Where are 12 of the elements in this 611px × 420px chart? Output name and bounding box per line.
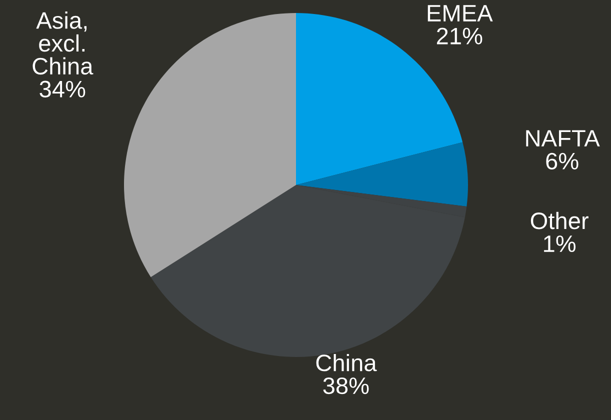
slice-label: China (316, 354, 377, 372)
data-label: 6% (546, 152, 578, 170)
pie-slice (124, 13, 296, 278)
data-label: 21% (436, 28, 482, 44)
slice-label: EMEA (428, 5, 493, 22)
data-label: 38% (323, 377, 369, 394)
slice-label: Other (530, 212, 588, 230)
slice-label: Asia, excl. China (32, 12, 94, 75)
slice-label: NAFTA (526, 130, 600, 146)
pie-slice (296, 142, 468, 207)
data-label: 1% (544, 236, 576, 252)
data-label: 34% (40, 80, 86, 98)
